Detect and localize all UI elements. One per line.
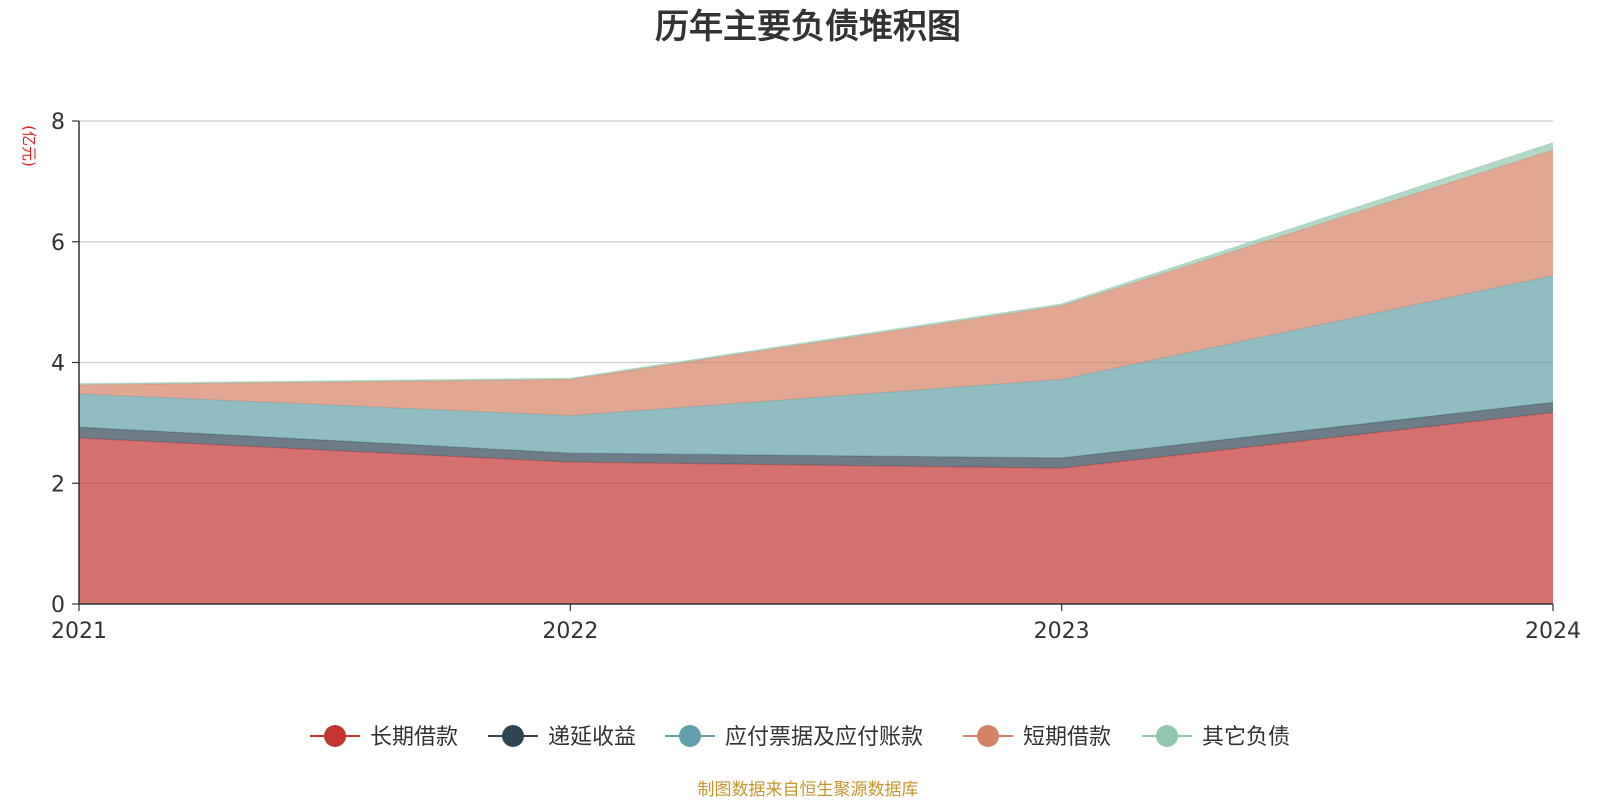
y-tick-label: 4 — [51, 352, 65, 377]
area-4 — [79, 149, 1553, 416]
axes: 0 2 4 6 8 2021 2022 2023 2024 — [51, 110, 1581, 644]
legend-marker — [1156, 725, 1178, 747]
data-source-note: 制图数据来自恒生聚源数据库 — [698, 780, 919, 800]
legend-item-1[interactable]: 长期借款 — [310, 725, 458, 750]
legend-label: 短期借款 — [1023, 725, 1111, 750]
y-tick-label: 6 — [51, 231, 65, 256]
legend: 长期借款 递延收益 应付票据及应付账款 短期借款 其它负债 — [310, 725, 1290, 750]
legend-label: 长期借款 — [370, 725, 458, 750]
x-tick-label: 2024 — [1525, 619, 1581, 644]
series-line-3 — [78, 274, 1554, 417]
x-tick-label: 2023 — [1034, 619, 1090, 644]
area-2 — [79, 402, 1553, 469]
area-3 — [79, 275, 1553, 458]
legend-item-3[interactable]: 应付票据及应付账款 — [665, 725, 923, 750]
legend-item-4[interactable]: 短期借款 — [963, 725, 1111, 750]
y-tick-label: 2 — [51, 472, 65, 497]
area-series — [78, 142, 1554, 604]
x-tick-label: 2021 — [51, 619, 107, 644]
y-unit-label: (亿元) — [20, 125, 38, 167]
legend-label: 应付票据及应付账款 — [725, 725, 923, 750]
x-tick-label: 2022 — [542, 619, 598, 644]
legend-label: 递延收益 — [548, 725, 636, 750]
chart-title: 历年主要负债堆积图 — [655, 7, 961, 47]
legend-marker — [679, 725, 701, 747]
legend-item-5[interactable]: 其它负债 — [1142, 725, 1290, 750]
legend-item-2[interactable]: 递延收益 — [488, 725, 636, 750]
y-tick-label: 8 — [51, 110, 65, 135]
legend-marker — [502, 725, 524, 747]
area-1 — [79, 412, 1553, 604]
legend-marker — [324, 725, 346, 747]
legend-marker — [977, 725, 999, 747]
legend-label: 其它负债 — [1202, 725, 1290, 750]
series-line-5 — [78, 142, 1554, 385]
y-tick-label: 0 — [51, 593, 65, 618]
